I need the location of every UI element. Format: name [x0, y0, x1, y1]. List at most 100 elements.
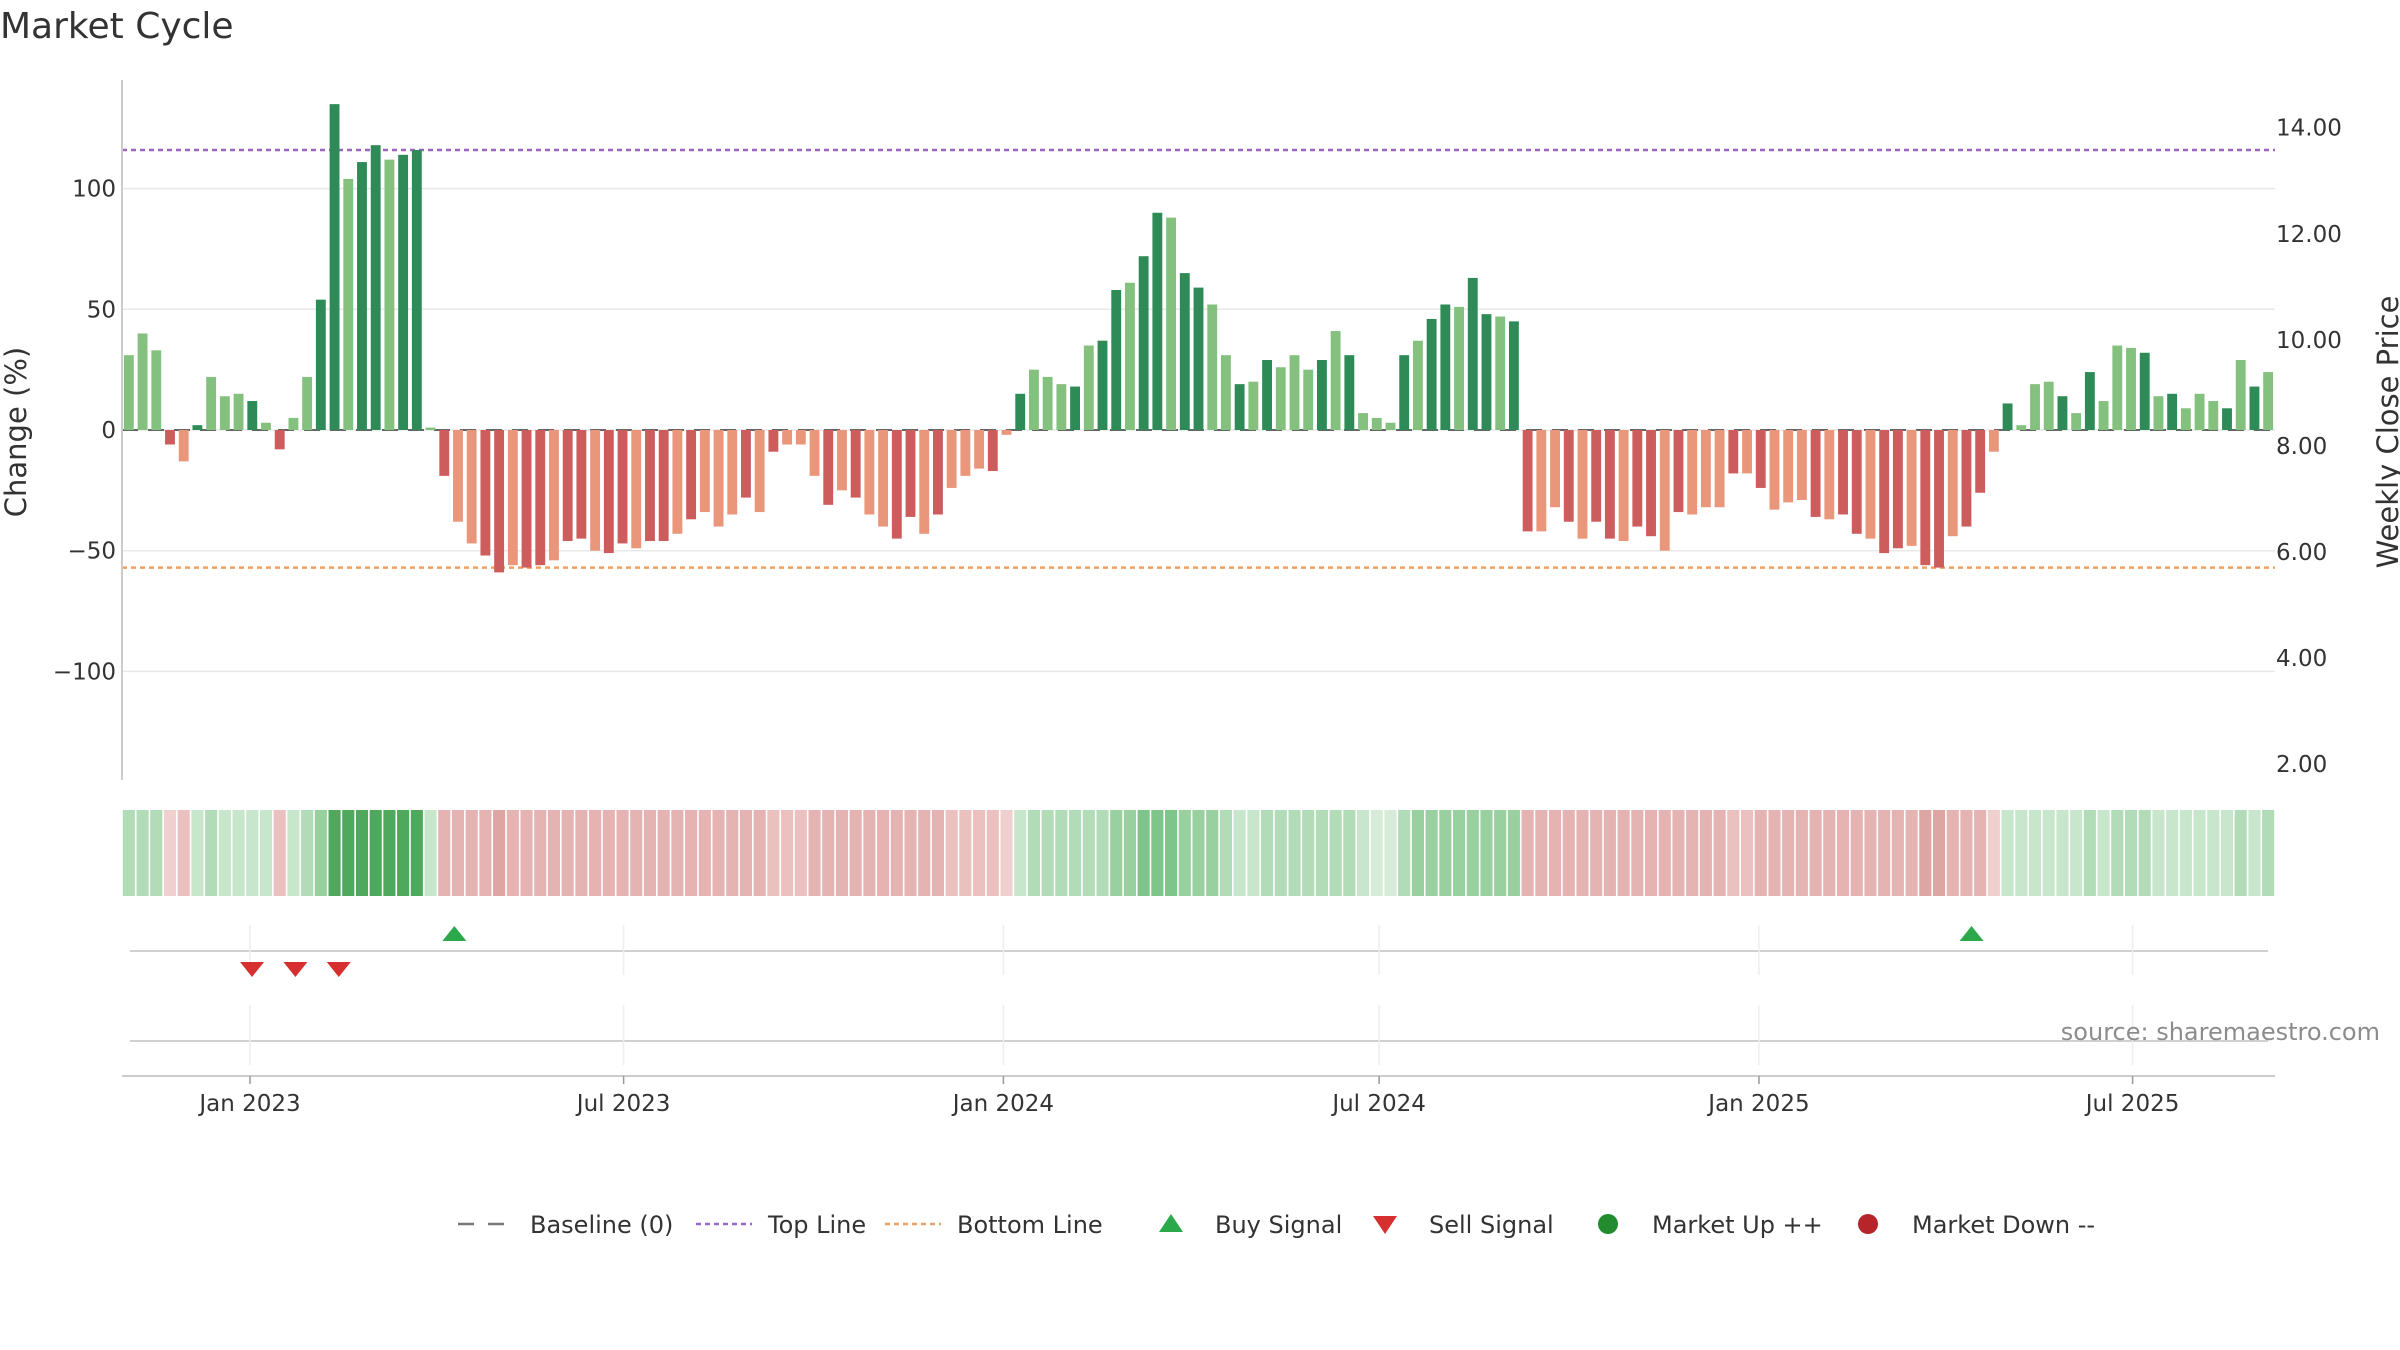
strip-cell [1658, 810, 1671, 896]
strip-cell [1535, 810, 1548, 896]
y2-tick-label: 12.00 [2276, 222, 2342, 248]
strip-cell [863, 810, 876, 896]
bar [1097, 340, 1108, 430]
strip-cell [671, 810, 684, 896]
bar [549, 430, 559, 561]
buy-signal-marker [1959, 926, 1984, 941]
y-tick-label: 100 [72, 177, 116, 203]
bar [1330, 331, 1341, 430]
signal-panel [130, 925, 2268, 1065]
bar [1125, 282, 1135, 430]
legend-item-up: Market Up ++ [1598, 1211, 1823, 1239]
strip-cell [616, 810, 629, 896]
bar [1577, 430, 1588, 539]
strip-cell [2152, 810, 2165, 896]
axes: 100 50 0 −50 −100 14.00 12.00 10.00 8.00 6.00 4.00… [53, 80, 2342, 780]
bar [1316, 360, 1327, 430]
buy-signal-marker [442, 926, 467, 941]
strip-cell [438, 810, 451, 896]
bar [2194, 393, 2205, 430]
strip-cell [849, 810, 862, 896]
y2-tick-label: 6.00 [2276, 540, 2327, 566]
legend-swatch [1159, 1214, 1183, 1232]
strip-cell [1411, 810, 1424, 896]
bar [1248, 381, 1259, 430]
strip-cell [890, 810, 903, 896]
strip-cell [383, 810, 396, 896]
strip-cell [2138, 810, 2151, 896]
strip-cell [493, 810, 506, 896]
bar [590, 430, 601, 551]
bar [1892, 430, 1903, 549]
bar [658, 430, 669, 542]
bar [1083, 345, 1094, 430]
strip-cell [1782, 810, 1795, 896]
bar [795, 430, 806, 445]
legend: Baseline (0) Top Line Bottom Line Buy Signa… [458, 1211, 2095, 1239]
strip-cell [1192, 810, 1205, 896]
strip-cell [1261, 810, 1274, 896]
bar [2098, 401, 2109, 430]
bar [1207, 304, 1218, 430]
strip-cell [2111, 810, 2124, 896]
strip-cell [2179, 810, 2192, 896]
strip-cell [1466, 810, 1479, 896]
bar [2016, 425, 2027, 430]
strip-cell [685, 810, 698, 896]
strip-cell [1932, 810, 1946, 896]
strip-cell [1644, 810, 1658, 896]
x-tick-label: Jan 2025 [1706, 1091, 1809, 1117]
strip-cell [2015, 810, 2028, 896]
bar [1536, 430, 1547, 532]
strip-cell [1480, 810, 1493, 896]
strip-cell [177, 810, 190, 896]
bar [2167, 393, 2178, 430]
bar [1687, 430, 1698, 515]
strip-cell [808, 810, 821, 896]
strip-cell [259, 810, 273, 896]
legend-item-down: Market Down -- [1858, 1211, 2095, 1239]
bar [1769, 430, 1780, 510]
strip-cell [1672, 810, 1685, 896]
bar [1796, 430, 1807, 500]
strip-cell [1631, 810, 1644, 896]
strip-cell [342, 810, 355, 896]
bar [713, 430, 724, 527]
bar [2139, 352, 2150, 430]
strip-cell [2220, 810, 2234, 896]
strip-cell [1069, 810, 1082, 896]
strip-cell [246, 810, 259, 896]
y-tick-label: −50 [67, 539, 116, 565]
strip-cell [781, 810, 794, 896]
bar [2071, 413, 2082, 430]
strip-cell [959, 810, 972, 896]
strip-cell [835, 810, 849, 896]
strip-cell [657, 810, 670, 896]
bar [329, 104, 340, 430]
bar [466, 430, 477, 544]
bar [494, 430, 505, 573]
bar [2112, 345, 2123, 430]
bar [343, 178, 354, 430]
bar [1193, 287, 1204, 430]
bar [480, 430, 491, 556]
bar [1988, 430, 1999, 452]
strip-cell [698, 810, 711, 896]
bar [2043, 381, 2054, 430]
strip-cell [122, 810, 135, 896]
x-tick-label: Jan 2023 [197, 1091, 300, 1117]
bar [1659, 430, 1670, 551]
bar [1056, 384, 1067, 430]
strip-cell [1357, 810, 1370, 896]
strip-cell [918, 810, 931, 896]
strip-cell [2124, 810, 2138, 896]
x-tick-label: Jul 2024 [1330, 1091, 1426, 1117]
bar [2235, 360, 2246, 430]
bar [2180, 408, 2191, 430]
strip-cell [1987, 810, 2000, 896]
bar [699, 430, 710, 513]
strip-cell [945, 810, 958, 896]
sell-signal-marker [240, 962, 265, 977]
bar [2002, 403, 2013, 430]
